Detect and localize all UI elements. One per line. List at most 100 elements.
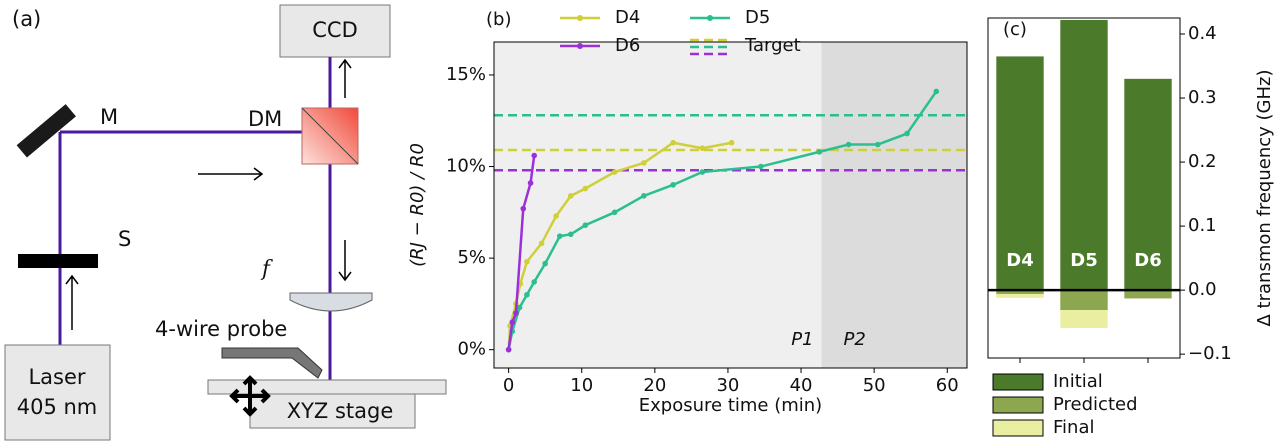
x-tick-label: 30	[716, 375, 739, 396]
data-point	[845, 141, 852, 148]
bar	[1124, 78, 1172, 291]
data-point	[904, 130, 910, 137]
phase-region	[494, 42, 822, 368]
y-tick-label: 0.0	[1188, 279, 1217, 300]
data-point	[611, 169, 618, 175]
panel-label: (a)	[12, 7, 41, 31]
data-line	[507, 155, 536, 350]
y-tick-label: 5%	[457, 247, 486, 268]
data-point	[513, 310, 519, 316]
data-point	[553, 213, 559, 219]
bar	[1124, 290, 1172, 299]
laser-label: 405 nm	[17, 395, 98, 419]
annotation: P2	[844, 329, 866, 350]
y-tick-label: −0.1	[1188, 343, 1232, 364]
data-point	[728, 139, 735, 146]
legend-label: D4	[615, 7, 640, 28]
lens-label: f	[260, 257, 273, 281]
ccd-box	[279, 4, 391, 58]
data-point	[524, 258, 530, 265]
data-point	[556, 233, 563, 239]
y-tick-label: 10%	[446, 156, 486, 177]
x-tick-label: 60	[936, 375, 959, 396]
laser-box	[4, 344, 111, 441]
data-point	[567, 231, 574, 238]
dm-diagonal	[301, 107, 359, 165]
legend-label: Final	[1053, 417, 1094, 438]
data-point	[509, 319, 516, 326]
data-point	[516, 304, 523, 311]
x-tick-label: 0	[503, 375, 514, 396]
legend-swatch	[992, 419, 1044, 437]
dm-label: DM	[248, 107, 282, 131]
y-tick-label: 0.1	[1188, 215, 1217, 236]
bar	[996, 290, 1044, 294]
y-tick-label: 0.3	[1188, 87, 1217, 108]
data-point	[582, 185, 589, 192]
data-point	[505, 346, 512, 353]
annotation: P1	[791, 329, 813, 350]
legend-marker	[707, 15, 713, 21]
x-tick-label: 10	[570, 375, 593, 396]
xyz-arrows	[229, 375, 271, 417]
data-point	[641, 193, 647, 199]
data-point	[531, 279, 538, 285]
data-point	[670, 139, 676, 146]
mirror	[16, 104, 76, 158]
phase-region	[821, 42, 967, 368]
bar	[996, 56, 1044, 291]
data-point	[758, 163, 764, 170]
data-point	[875, 141, 881, 148]
x-axis-label: Exposure time (min)	[639, 395, 822, 416]
y-tick-label: 0.2	[1188, 151, 1217, 172]
y-tick-label: 15%	[446, 64, 486, 85]
y-axis-label: Δ transmon frequency (GHz)	[1254, 70, 1275, 327]
panel-label: (c)	[1003, 19, 1027, 40]
data-point	[670, 182, 676, 188]
legend-label: Initial	[1053, 371, 1103, 392]
x-tick-label: 50	[863, 375, 886, 396]
bar	[1060, 290, 1108, 310]
legend-label: Target	[744, 35, 801, 56]
bar-label: D6	[1134, 250, 1161, 271]
data-point	[611, 209, 618, 216]
data-point	[582, 222, 589, 228]
legend-label: D6	[615, 35, 640, 56]
data-point	[816, 149, 823, 155]
data-point	[538, 240, 545, 247]
probe-label: 4-wire probe	[155, 317, 287, 341]
probe	[221, 347, 323, 379]
ccd-label: CCD	[312, 18, 358, 42]
stage-box	[249, 393, 416, 429]
y-tick-label: 0.4	[1188, 23, 1217, 44]
y-axis-label: (RJ − R0) / R0	[407, 143, 428, 267]
legend-swatch	[992, 396, 1044, 414]
data-point	[933, 88, 940, 95]
data-point	[641, 160, 647, 166]
data-point	[542, 260, 548, 267]
setup-diagram: (a) CCD M DM S f 4-wire probe Laser 405 …	[4, 4, 447, 441]
legend-label: Predicted	[1053, 394, 1138, 415]
legend-swatch	[992, 373, 1044, 391]
stage-label: XYZ stage	[287, 399, 394, 423]
panel-label: (b)	[486, 9, 511, 30]
data-point	[699, 145, 706, 152]
data-point	[527, 180, 534, 186]
data-point	[567, 193, 574, 199]
data-point	[520, 205, 527, 212]
x-tick-label: 40	[790, 375, 813, 396]
mirror-label: M	[100, 105, 118, 129]
data-point	[699, 169, 706, 175]
arrows	[65, 58, 352, 330]
plot-frame	[987, 17, 1181, 359]
data-point	[524, 291, 530, 298]
legend-marker	[577, 43, 583, 49]
bar-label: D5	[1070, 250, 1097, 271]
y-tick-label: 0%	[457, 339, 486, 360]
x-tick-label: 20	[643, 375, 666, 396]
legend-label: D5	[745, 7, 770, 28]
data-point	[531, 152, 538, 159]
legend-marker	[577, 15, 583, 21]
shutter	[18, 254, 98, 268]
